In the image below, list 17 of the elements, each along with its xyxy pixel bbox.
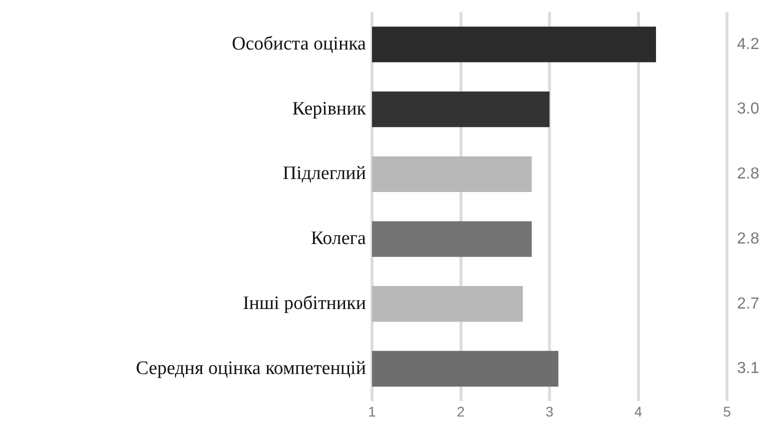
data-label: 3.1 <box>737 360 760 378</box>
y-tick-label: Інші робітники <box>242 292 366 314</box>
data-label: 2.8 <box>737 230 760 248</box>
data-label: 4.2 <box>737 36 760 53</box>
data-label: 2.7 <box>737 295 760 312</box>
x-tick-label: 2 <box>456 403 465 420</box>
x-tick-label: 3 <box>546 403 554 420</box>
y-tick-label: Підлеглий <box>282 163 366 184</box>
y-tick-label: Колега <box>310 228 367 250</box>
x-tick-label: 5 <box>723 403 732 420</box>
data-label: 2.8 <box>737 166 760 183</box>
data-label: 3.0 <box>737 100 760 118</box>
y-tick-label: Особиста оцінка <box>232 33 367 54</box>
x-tick-label: 1 <box>368 403 376 420</box>
x-tick-label: 4 <box>634 403 642 420</box>
y-tick-label: Керівник <box>292 98 367 120</box>
y-tick-label: Середня оцінка компетенцій <box>136 358 366 379</box>
